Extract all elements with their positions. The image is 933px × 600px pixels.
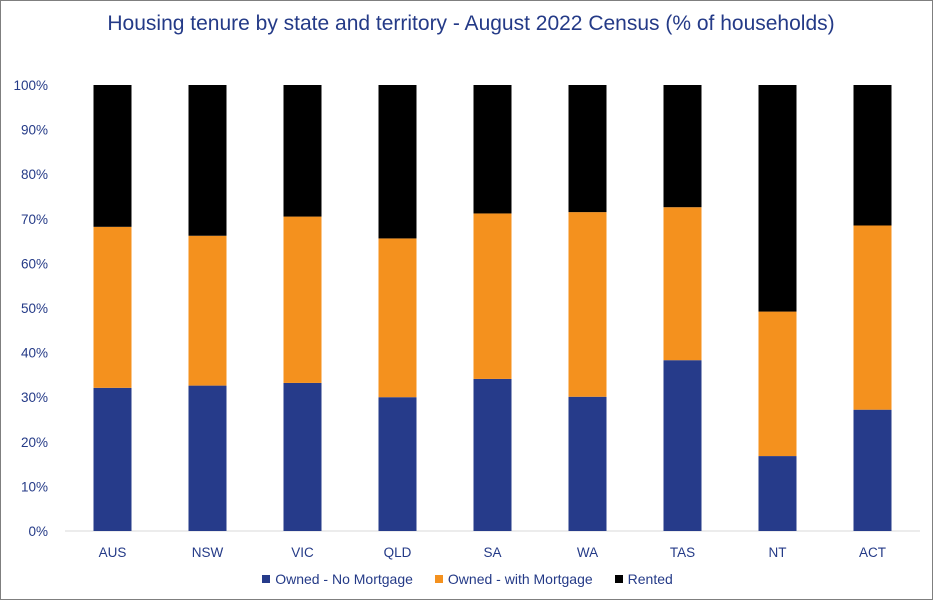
bar-QLD-2 <box>378 85 417 239</box>
bar-AUS-1 <box>93 226 132 388</box>
chart-title: Housing tenure by state and territory - … <box>107 12 835 35</box>
bar-AUS-2 <box>93 85 132 227</box>
legend-item: Owned - No Mortgage <box>262 571 413 587</box>
x-tick-label: WA <box>577 545 598 560</box>
bar-SA-2 <box>473 85 512 214</box>
y-tick-label: 50% <box>21 301 48 316</box>
x-tick-label: TAS <box>670 545 695 560</box>
x-tick-label: VIC <box>291 545 314 560</box>
bar-VIC-1 <box>283 216 322 383</box>
y-tick-label: 80% <box>21 167 48 182</box>
legend-swatch <box>434 575 443 583</box>
bar-VIC-0 <box>283 382 322 531</box>
bar-QLD-0 <box>378 397 417 531</box>
bar-ACT-0 <box>853 409 892 531</box>
bar-NT-1 <box>758 311 797 457</box>
x-tick-label: QLD <box>384 545 412 560</box>
legend-item: Rented <box>614 571 673 587</box>
legend-swatch <box>614 575 623 583</box>
y-tick-label: 0% <box>28 524 48 539</box>
legend-label: Owned - with Mortgage <box>447 571 593 587</box>
bar-NSW-2 <box>188 85 227 236</box>
x-tick-label: AUS <box>99 545 127 560</box>
legend-item: Owned - with Mortgage <box>434 571 593 587</box>
bar-NT-0 <box>758 456 797 531</box>
y-tick-label: 10% <box>21 479 48 494</box>
legend-swatch <box>262 575 271 583</box>
bar-WA-2 <box>568 85 607 213</box>
x-tick-label: ACT <box>859 545 886 560</box>
x-tick-label: NSW <box>192 545 224 560</box>
y-tick-label: 100% <box>13 78 48 93</box>
y-tick-label: 20% <box>21 435 48 450</box>
bar-TAS-2 <box>663 85 702 208</box>
bar-QLD-1 <box>378 238 417 398</box>
x-tick-label: NT <box>769 545 787 560</box>
bar-SA-1 <box>473 213 512 379</box>
y-tick-label: 60% <box>21 256 48 271</box>
bar-NT-2 <box>758 85 797 312</box>
y-tick-label: 30% <box>21 390 48 405</box>
bar-AUS-0 <box>93 387 132 531</box>
bar-NSW-0 <box>188 385 227 531</box>
x-tick-label: SA <box>483 545 501 560</box>
legend-label: Owned - No Mortgage <box>275 571 413 587</box>
bar-ACT-2 <box>853 85 892 226</box>
y-tick-label: 40% <box>21 346 48 361</box>
legend: Owned - No Mortgage Owned - with Mortgage… <box>1 571 932 587</box>
bar-TAS-0 <box>663 360 702 531</box>
bar-SA-0 <box>473 378 512 531</box>
bar-ACT-1 <box>853 225 892 410</box>
bar-TAS-1 <box>663 207 702 361</box>
y-tick-label: 70% <box>21 212 48 227</box>
y-tick-label: 90% <box>21 123 48 138</box>
bar-NSW-1 <box>188 235 227 386</box>
bar-WA-0 <box>568 396 607 531</box>
bar-VIC-2 <box>283 85 322 217</box>
legend-label: Rented <box>627 571 673 587</box>
bar-WA-1 <box>568 212 607 397</box>
